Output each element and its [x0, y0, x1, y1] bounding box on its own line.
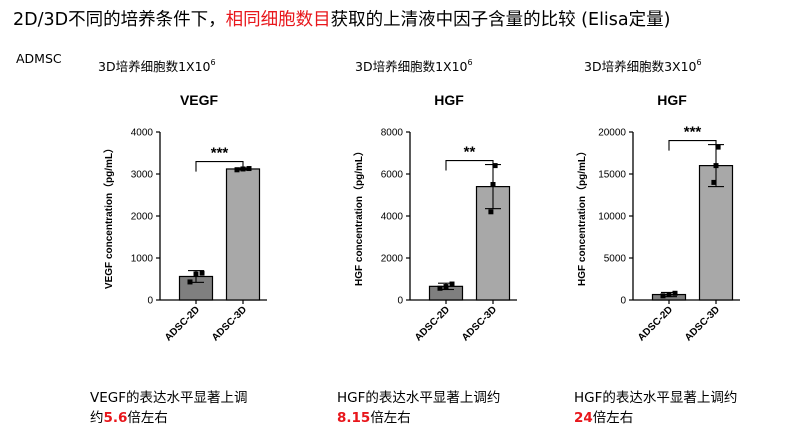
- y-tick-label: 2000: [131, 212, 154, 223]
- data-point: [490, 182, 496, 187]
- y-tick-label: 8000: [381, 128, 404, 139]
- x-tick-label: ADSC-2D: [413, 304, 452, 343]
- x-tick-label: ADSC-2D: [636, 304, 675, 343]
- density-text-1: 3D培养细胞数1X10: [98, 59, 211, 74]
- chart-panel-vegf: VEGF VEGF concentration（pg/mL） 0 1000 2000 30…: [95, 84, 335, 374]
- significance-label: **: [464, 144, 476, 161]
- data-point: [660, 293, 666, 299]
- data-point: [234, 167, 240, 173]
- title-pre: 2D/3D不同的培养条件下，: [13, 10, 226, 30]
- density-exp-1: 6: [210, 58, 216, 67]
- note-post-hgf-2: 倍左右: [592, 410, 634, 426]
- significance-bracket: [445, 160, 494, 171]
- fold-change-vegf: 5.6: [103, 410, 128, 426]
- note-line2-hgf-1: 8.15倍左右: [337, 408, 500, 428]
- bar: [225, 168, 261, 301]
- significance-bracket: [195, 161, 244, 172]
- data-point: [246, 166, 252, 172]
- y-axis-label: VEGF concentration（pg/mL）: [102, 143, 115, 289]
- x-tick-label: ADSC-2D: [163, 304, 202, 343]
- note-vegf: VEGF的表达水平显著上调 约5.6倍左右: [90, 388, 248, 428]
- chart-title: HGF: [657, 92, 687, 108]
- data-point: [193, 271, 199, 277]
- note-post-hgf-1: 倍左右: [370, 410, 411, 426]
- density-text-2: 3D培养细胞数1X10: [355, 59, 468, 74]
- significance-bracket: [668, 140, 717, 151]
- x-tick-label: ADSC-3D: [683, 304, 722, 343]
- title-highlight: 相同细胞数目: [225, 10, 331, 30]
- chart-hgf-2: HGF HGF concentration（pg/mL） 0 5000 10000 150…: [575, 92, 740, 344]
- chart-panel-hgf-2: HGF HGF concentration（pg/mL） 0 5000 10000 150…: [568, 84, 800, 374]
- density-text-3: 3D培养细胞数3X10: [584, 59, 697, 74]
- note-hgf-2: HGF的表达水平显著上调约 24倍左右: [574, 388, 737, 428]
- fold-change-hgf-2: 24: [574, 410, 593, 426]
- y-tick-label: 4000: [131, 128, 154, 139]
- significance-label: ***: [684, 124, 702, 141]
- note-line2-vegf: 约5.6倍左右: [90, 408, 248, 428]
- note-post-vegf: 倍左右: [127, 410, 168, 426]
- data-point: [672, 290, 678, 296]
- note-hgf-1: HGF的表达水平显著上调约 8.15倍左右: [337, 388, 500, 428]
- y-tick-label: 6000: [381, 170, 404, 181]
- data-point: [437, 285, 443, 291]
- y-tick-label: 1000: [131, 254, 154, 265]
- data-point: [492, 163, 498, 169]
- chart-title: HGF: [434, 92, 464, 108]
- density-label-3: 3D培养细胞数3X106: [584, 56, 702, 75]
- density-exp-2: 6: [467, 58, 473, 67]
- note-line1-hgf-2: HGF的表达水平显著上调约: [574, 390, 738, 406]
- data-point: [713, 163, 719, 169]
- chart-panel-hgf-1: HGF HGF concentration（pg/mL） 0 2000 4000 6000…: [345, 84, 585, 374]
- data-point: [449, 281, 455, 287]
- note-line1-hgf-1: HGF的表达水平显著上调约: [337, 390, 501, 406]
- note-line2-hgf-2: 24倍左右: [574, 408, 737, 428]
- density-label-1: 3D培养细胞数1X106: [98, 56, 216, 75]
- significance-label: ***: [211, 145, 229, 162]
- data-point: [187, 279, 193, 285]
- x-tick-label: ADSC-3D: [210, 304, 249, 343]
- data-point: [443, 284, 449, 290]
- chart-hgf-1: HGF HGF concentration（pg/mL） 0 2000 4000 6000…: [352, 92, 517, 344]
- cell-type-label: ADMSC: [16, 51, 62, 66]
- bar: [698, 164, 734, 301]
- data-point: [240, 166, 246, 172]
- y-axis-label: HGF concentration（pg/mL）: [575, 146, 588, 286]
- y-tick-label: 2000: [381, 254, 404, 265]
- data-point: [488, 209, 494, 215]
- y-tick-label: 3000: [131, 170, 154, 181]
- data-point: [666, 292, 672, 298]
- y-axis-label: HGF concentration（pg/mL）: [352, 146, 365, 286]
- page-title: 2D/3D不同的培养条件下，相同细胞数目获取的上清液中因子含量的比较 (Elis…: [13, 6, 670, 31]
- data-point: [199, 270, 205, 276]
- y-tick-label: 15000: [598, 170, 626, 181]
- y-tick-label: 0: [397, 296, 403, 307]
- chart-title: VEGF: [180, 92, 219, 108]
- y-tick-label: 4000: [381, 212, 404, 223]
- density-exp-3: 6: [696, 58, 702, 67]
- chart-vegf: VEGF VEGF concentration（pg/mL） 0 1000 2000 30…: [102, 92, 267, 344]
- y-tick-label: 0: [620, 296, 626, 307]
- data-point: [715, 144, 721, 150]
- y-tick-label: 10000: [598, 212, 626, 223]
- y-tick-label: 0: [147, 296, 153, 307]
- y-tick-label: 5000: [604, 254, 627, 265]
- fold-change-hgf-1: 8.15: [337, 410, 371, 426]
- y-tick-label: 20000: [598, 128, 626, 139]
- density-label-2: 3D培养细胞数1X106: [355, 56, 473, 75]
- x-tick-label: ADSC-3D: [460, 304, 499, 343]
- title-post: 获取的上清液中因子含量的比较 (Elisa定量): [330, 10, 671, 30]
- note-pre-vegf: 约: [90, 410, 104, 426]
- data-point: [711, 179, 717, 185]
- note-line1-vegf: VEGF的表达水平显著上调: [90, 390, 248, 406]
